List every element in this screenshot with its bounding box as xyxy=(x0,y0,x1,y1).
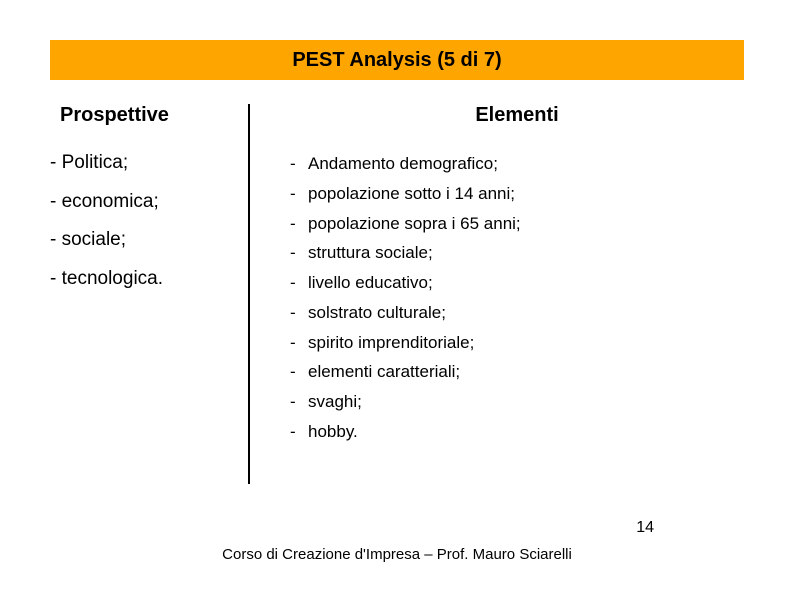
column-prospettive: Prospettive - Politica; - economica; - s… xyxy=(50,104,250,484)
dash-icon: - xyxy=(290,387,308,417)
elemento-item: -Andamento demografico; xyxy=(290,149,744,179)
elemento-item: -popolazione sotto i 14 anni; xyxy=(290,179,744,209)
content-area: Prospettive - Politica; - economica; - s… xyxy=(50,104,744,484)
elemento-text: popolazione sopra i 65 anni; xyxy=(308,209,521,239)
slide: PEST Analysis (5 di 7) Prospettive - Pol… xyxy=(0,0,794,595)
dash-icon: - xyxy=(290,149,308,179)
title-bar: PEST Analysis (5 di 7) xyxy=(50,40,744,80)
elemento-item: -livello educativo; xyxy=(290,268,744,298)
elemento-text: elementi caratteriali; xyxy=(308,357,460,387)
footer-text: Corso di Creazione d'Impresa – Prof. Mau… xyxy=(0,546,794,563)
elemento-text: popolazione sotto i 14 anni; xyxy=(308,179,515,209)
dash-icon: - xyxy=(290,268,308,298)
elemento-item: -svaghi; xyxy=(290,387,744,417)
elemento-item: -elementi caratteriali; xyxy=(290,357,744,387)
elemento-item: -hobby. xyxy=(290,417,744,447)
page-number: 14 xyxy=(636,519,654,537)
header-elementi: Elementi xyxy=(290,104,744,127)
elemento-text: solstrato culturale; xyxy=(308,298,446,328)
header-prospettive: Prospettive xyxy=(50,104,228,127)
prospettiva-item: - economica; xyxy=(50,188,228,217)
column-elementi: Elementi -Andamento demografico; -popola… xyxy=(250,104,744,484)
elemento-item: -solstrato culturale; xyxy=(290,298,744,328)
elemento-text: Andamento demografico; xyxy=(308,149,498,179)
dash-icon: - xyxy=(290,357,308,387)
prospettiva-item: - sociale; xyxy=(50,226,228,255)
dash-icon: - xyxy=(290,209,308,239)
prospettiva-item: - tecnologica. xyxy=(50,265,228,294)
slide-title: PEST Analysis (5 di 7) xyxy=(292,49,501,72)
elemento-text: struttura sociale; xyxy=(308,238,433,268)
dash-icon: - xyxy=(290,298,308,328)
elemento-text: svaghi; xyxy=(308,387,362,417)
dash-icon: - xyxy=(290,417,308,447)
elemento-item: -struttura sociale; xyxy=(290,238,744,268)
dash-icon: - xyxy=(290,179,308,209)
elemento-text: spirito imprenditoriale; xyxy=(308,328,474,358)
elemento-text: livello educativo; xyxy=(308,268,433,298)
elemento-item: -popolazione sopra i 65 anni; xyxy=(290,209,744,239)
elemento-text: hobby. xyxy=(308,417,358,447)
elemento-item: -spirito imprenditoriale; xyxy=(290,328,744,358)
dash-icon: - xyxy=(290,328,308,358)
prospettiva-item: - Politica; xyxy=(50,149,228,178)
dash-icon: - xyxy=(290,238,308,268)
